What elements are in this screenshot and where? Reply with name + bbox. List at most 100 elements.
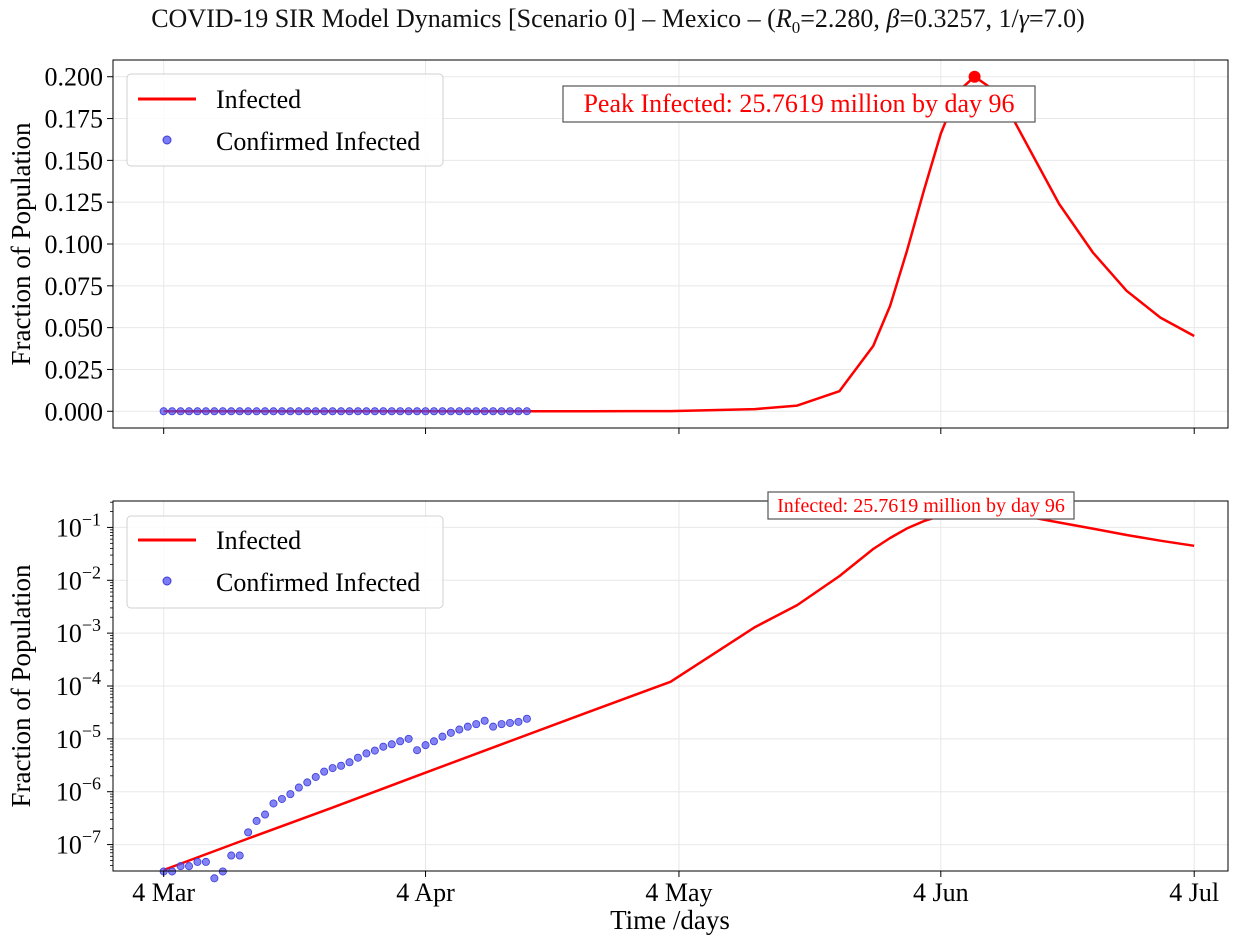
- bottom-confirmed-point: [210, 874, 219, 883]
- bottom-legend-confirmed-label: Confirmed Infected: [216, 568, 420, 597]
- top-confirmed-point: [379, 407, 388, 416]
- bottom-confirmed-point: [311, 772, 320, 781]
- bottom-confirmed-point: [176, 862, 185, 871]
- bottom-confirmed-point: [303, 778, 312, 787]
- top-confirmed-point: [455, 407, 464, 416]
- top-confirmed-point: [252, 407, 261, 416]
- top-y-tick-label: 0.150: [45, 146, 104, 175]
- top-y-tick-label: 0.200: [45, 63, 104, 92]
- top-y-tick-label: 0.000: [45, 397, 104, 426]
- top-confirmed-point: [497, 407, 506, 416]
- bottom-confirmed-point: [396, 737, 405, 746]
- top-confirmed-point: [472, 407, 481, 416]
- bottom-confirmed-point: [463, 722, 472, 731]
- top-confirmed-point: [522, 407, 531, 416]
- bottom-confirmed-point: [328, 764, 337, 773]
- bottom-confirmed-point: [514, 717, 523, 726]
- bottom-confirmed-point: [286, 790, 295, 799]
- bottom-confirmed-point: [201, 857, 210, 866]
- bottom-peak-annotation-box: [767, 491, 1075, 520]
- top-confirmed-point: [193, 407, 202, 416]
- bottom-y-tick-label: 10−5: [56, 721, 101, 754]
- bottom-y-tick-label: 10−6: [56, 774, 101, 807]
- bottom-confirmed-point: [277, 794, 286, 803]
- top-confirmed-point: [176, 407, 185, 416]
- bottom-confirmed-point: [404, 734, 413, 743]
- top-y-axis-label: Fraction of Population: [6, 122, 36, 365]
- top-confirmed-point: [489, 407, 498, 416]
- top-y-tick-label: 0.025: [45, 355, 104, 384]
- x-tick-label: 4 Jul: [1169, 878, 1219, 907]
- bottom-confirmed-point: [446, 728, 455, 737]
- top-confirmed-point: [506, 407, 515, 416]
- bottom-confirmed-point: [244, 828, 253, 837]
- bottom-confirmed-point: [193, 857, 202, 866]
- bottom-y-tick-label: 10−2: [56, 562, 101, 595]
- top-confirmed-point: [345, 407, 354, 416]
- x-tick-label: 4 Jun: [913, 878, 969, 907]
- x-tick-label: 4 Apr: [396, 878, 455, 907]
- top-confirmed-point: [480, 407, 489, 416]
- top-confirmed-point: [514, 407, 523, 416]
- bottom-confirmed-point: [185, 862, 194, 871]
- top-peak-annotation: Peak Infected: 25.7619 million by day 96: [583, 89, 1014, 118]
- bottom-y-tick-label: 10−7: [56, 827, 101, 860]
- x-tick-label: 4 Mar: [132, 878, 195, 907]
- top-confirmed-point: [168, 407, 177, 416]
- top-legend-box: [126, 73, 444, 167]
- top-legend-confirmed-swatch: [162, 135, 172, 145]
- x-tick-label: 4 May: [645, 878, 712, 907]
- top-confirmed-point: [244, 407, 253, 416]
- top-confirmed-point: [396, 407, 405, 416]
- top-confirmed-point: [210, 407, 219, 416]
- bottom-confirmed-point: [455, 725, 464, 734]
- bottom-confirmed-point: [337, 761, 346, 770]
- bottom-legend-infected-label: Infected: [216, 526, 301, 555]
- top-confirmed-point: [404, 407, 413, 416]
- bottom-y-tick-label: 10−4: [56, 668, 101, 701]
- bottom-legend-box: [126, 515, 444, 609]
- top-confirmed-point: [353, 407, 362, 416]
- top-confirmed-point: [235, 407, 244, 416]
- top-legend: Infected Confirmed Infected: [126, 73, 444, 167]
- top-y-tick-label: 0.050: [45, 314, 104, 343]
- top-confirmed-point: [362, 407, 371, 416]
- top-confirmed-point: [303, 407, 312, 416]
- bottom-confirmed-point: [320, 767, 329, 776]
- top-confirmed-point: [261, 407, 270, 416]
- top-confirmed-point: [337, 407, 346, 416]
- bottom-confirmed-point: [429, 737, 438, 746]
- top-confirmed-point: [277, 407, 286, 416]
- bottom-confirmed-point: [261, 810, 270, 819]
- bottom-confirmed-point: [497, 720, 506, 729]
- top-series-layer: [159, 70, 1195, 416]
- bottom-confirmed-point: [421, 741, 430, 750]
- bottom-series-layer: [159, 505, 1195, 883]
- top-peak-annotation-box: [562, 85, 1036, 123]
- top-legend-confirmed-label: Confirmed Infected: [216, 127, 420, 156]
- top-confirmed-point: [201, 407, 210, 416]
- bottom-legend-confirmed-swatch: [162, 576, 172, 586]
- bottom-confirmed-point: [472, 720, 481, 729]
- bottom-x-ticks: 4 Mar 4 Apr 4 May 4 Jun 4 Jul: [132, 871, 1219, 907]
- figure-title: COVID-19 SIR Model Dynamics [Scenario 0]…: [151, 4, 1085, 38]
- top-confirmed-point: [328, 407, 337, 416]
- top-confirmed-point: [286, 407, 295, 416]
- top-confirmed-point: [227, 407, 236, 416]
- bottom-confirmed-point: [252, 816, 261, 825]
- bottom-legend: Infected Confirmed Infected: [126, 515, 444, 609]
- top-y-tick-label: 0.075: [45, 272, 104, 301]
- top-y-tick-label: 0.175: [45, 105, 104, 134]
- bottom-y-tick-label: 10−1: [56, 509, 101, 542]
- top-confirmed-point: [446, 407, 455, 416]
- bottom-confirmed-point: [522, 714, 531, 723]
- bottom-y-ticks: 10−7 10−6 10−5 10−4 10−3 10−2 10−1: [56, 501, 113, 867]
- bottom-confirmed-point: [362, 749, 371, 758]
- bottom-confirmed-point: [480, 716, 489, 725]
- bottom-infected-model-line: [163, 510, 1195, 872]
- bottom-confirmed-point: [345, 758, 354, 767]
- top-confirmed-point: [159, 407, 168, 416]
- bottom-grid: [113, 501, 1228, 871]
- top-confirmed-point: [311, 407, 320, 416]
